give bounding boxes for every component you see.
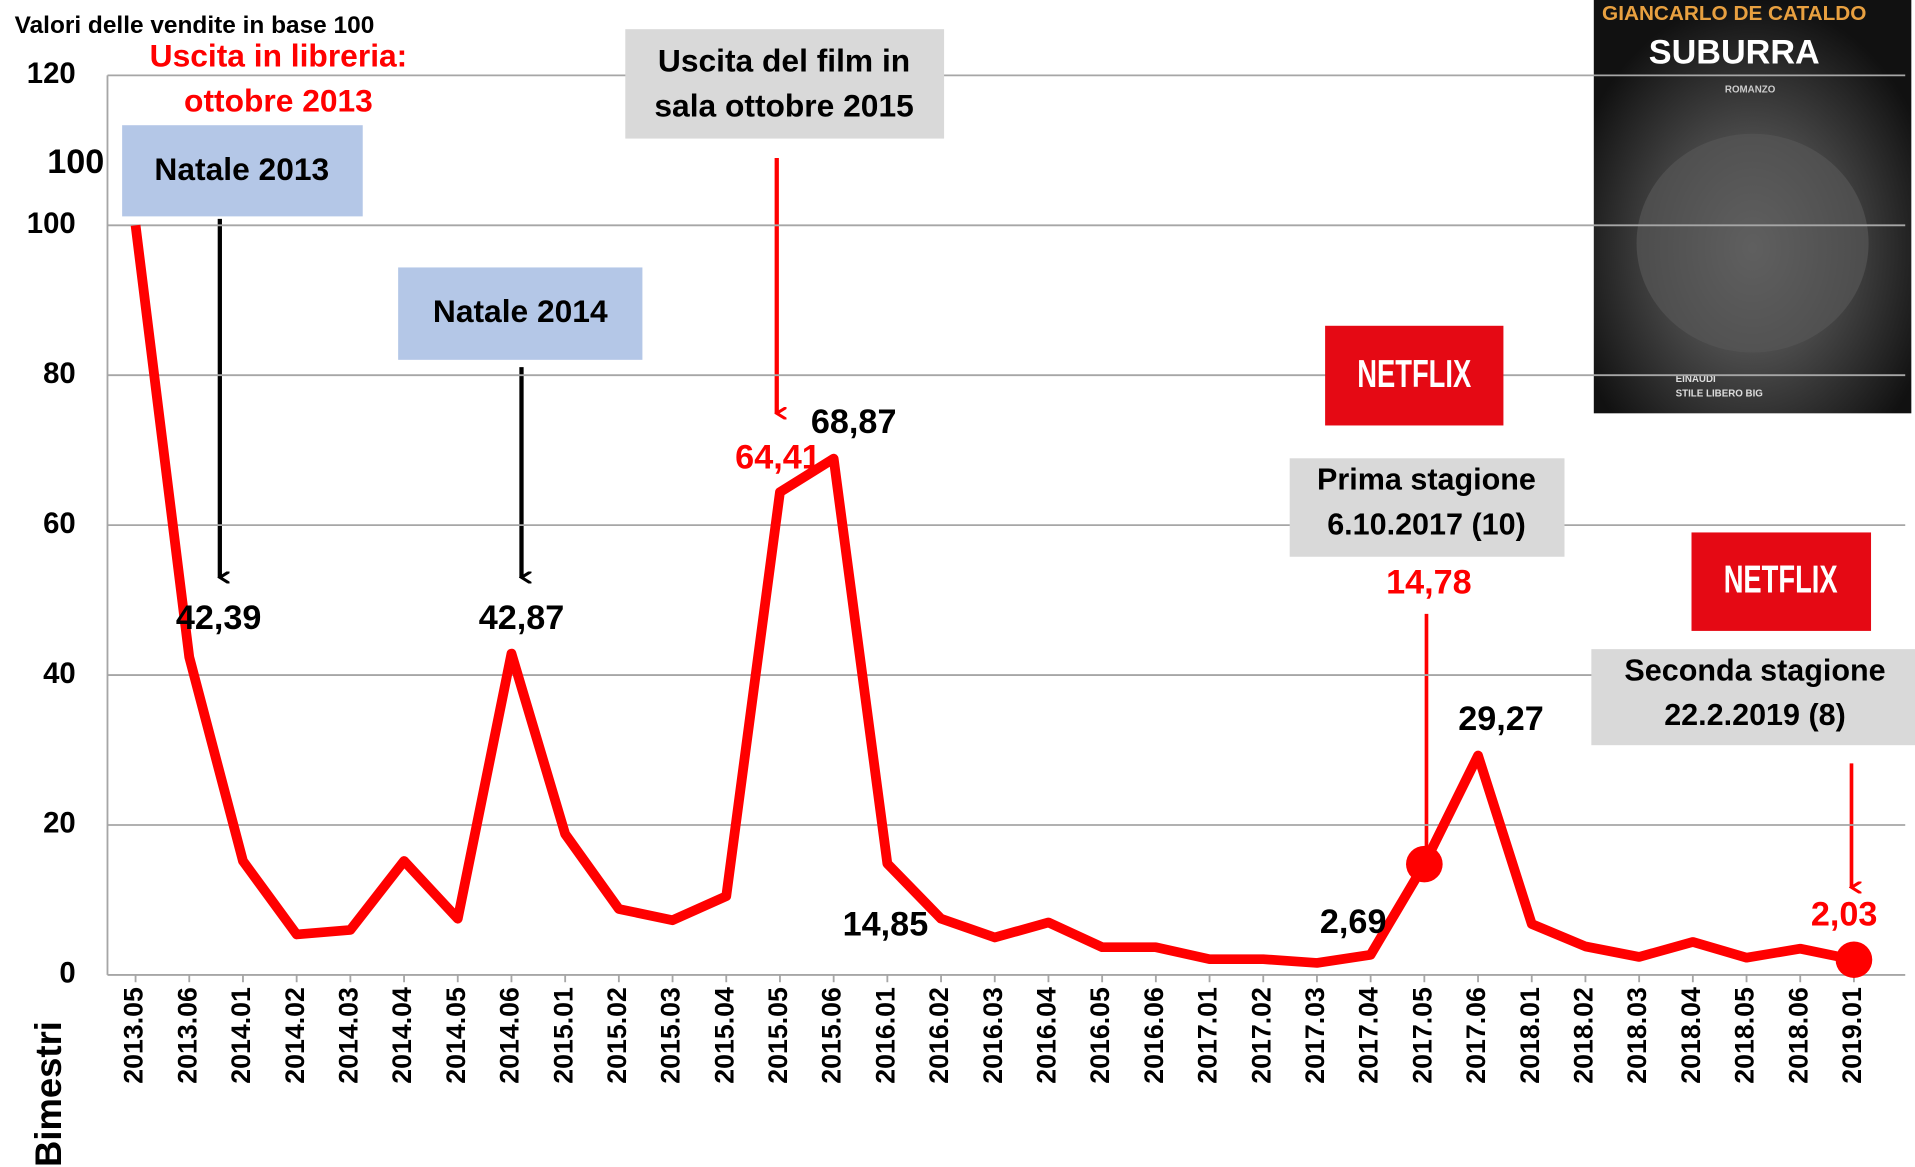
y-tick-label: 80 xyxy=(43,358,76,390)
data-label: 100 xyxy=(47,143,104,181)
x-tick-label: 2015.04 xyxy=(709,987,739,1084)
series-line xyxy=(130,224,1855,968)
annotation-box xyxy=(398,267,643,360)
x-axis-label: Bimestri xyxy=(28,1021,69,1167)
annotation-box xyxy=(1325,325,1504,426)
x-tick-label: 2017.04 xyxy=(1354,987,1384,1084)
x-tick-label: 2014.06 xyxy=(494,987,524,1084)
data-label: 64,41 xyxy=(735,439,821,477)
x-tick-label: 2017.03 xyxy=(1300,987,1330,1084)
annotation-text: Natale 2013 xyxy=(154,151,329,187)
annotation-box xyxy=(1691,532,1872,631)
annotation-text: Natale 2014 xyxy=(433,293,608,329)
x-tick-label: 2019.01 xyxy=(1837,987,1867,1084)
x-tick-label: 2018.03 xyxy=(1622,987,1652,1084)
point-marker xyxy=(1835,941,1873,978)
annotation-box xyxy=(1591,649,1915,746)
x-tick-label: 2016.02 xyxy=(924,987,954,1084)
annotation-text: Prima stagione xyxy=(1317,462,1536,496)
y-tick-label: 40 xyxy=(43,658,76,690)
x-tick-label: 2018.04 xyxy=(1676,987,1706,1084)
y-tick-label: 20 xyxy=(43,808,76,840)
x-tick-label: 2014.04 xyxy=(387,987,417,1084)
x-tick-label: 2018.05 xyxy=(1730,987,1760,1084)
x-tick-label: 2016.03 xyxy=(978,987,1008,1084)
data-label: 2,69 xyxy=(1320,903,1387,941)
data-label: 42,87 xyxy=(479,599,565,637)
x-tick-label: 2017.06 xyxy=(1461,987,1491,1084)
book-cover: GIANCARLO DE CATALDO SUBURRA ROMANZO EIN… xyxy=(1593,0,1912,414)
data-label: 2,03 xyxy=(1811,896,1878,934)
x-tick-label: 2015.02 xyxy=(602,987,632,1084)
x-tick-label: 2015.05 xyxy=(763,987,793,1084)
x-tick-label: 2014.03 xyxy=(333,987,363,1084)
annotation-text: NETFLIX xyxy=(1724,558,1838,602)
y-tick-label: 60 xyxy=(43,508,76,540)
x-tick-label: 2013.05 xyxy=(119,987,149,1084)
x-tick-label: 2014.02 xyxy=(280,987,310,1084)
x-tick-label: 2014.01 xyxy=(226,987,256,1084)
x-tick-label: 2013.06 xyxy=(172,987,202,1084)
annotation-text: Uscita in libreria: xyxy=(150,38,408,74)
annotation-text: Seconda stagione xyxy=(1624,653,1885,687)
annotation-text: Uscita del film in xyxy=(658,43,910,79)
data-label: 14,78 xyxy=(1386,564,1472,602)
data-label: 68,87 xyxy=(811,403,897,441)
x-tick-label: 2018.06 xyxy=(1783,987,1813,1084)
x-tick-label: 2015.01 xyxy=(548,987,578,1084)
x-tick-label: 2016.06 xyxy=(1139,987,1169,1084)
annotation-text: sala ottobre 2015 xyxy=(654,88,913,124)
x-tick-label: 2015.03 xyxy=(656,987,686,1084)
point-marker xyxy=(1406,845,1443,883)
data-label: 29,27 xyxy=(1458,700,1544,738)
cover-author: GIANCARLO DE CATALDO xyxy=(1602,2,1866,25)
x-tick-label: 2017.05 xyxy=(1407,987,1437,1084)
y-tick-label: 100 xyxy=(27,208,76,240)
x-tick-label: 2017.01 xyxy=(1193,987,1223,1084)
x-tick-label: 2017.02 xyxy=(1246,987,1276,1084)
x-tick-label: 2018.01 xyxy=(1515,987,1545,1084)
data-label: 42,39 xyxy=(176,599,262,637)
annotation-text: 22.2.2019 (8) xyxy=(1664,698,1846,732)
cover-genre: ROMANZO xyxy=(1725,85,1776,96)
annotation-text: ottobre 2013 xyxy=(184,83,373,119)
y-tick-label: 0 xyxy=(59,958,75,990)
annotation-box xyxy=(122,125,363,217)
cover-title: SUBURRA xyxy=(1649,34,1820,72)
annotation-box xyxy=(1289,458,1565,557)
x-tick-label: 2018.02 xyxy=(1568,987,1598,1084)
cover-series: STILE LIBERO BIG xyxy=(1676,388,1763,399)
x-tick-label: 2015.06 xyxy=(817,987,847,1084)
x-tick-label: 2016.01 xyxy=(870,987,900,1084)
annotation-text: 6.10.2017 (10) xyxy=(1327,507,1526,541)
cover-sculpture xyxy=(1636,133,1869,353)
data-label: 14,85 xyxy=(843,905,929,943)
annotation-text: NETFLIX xyxy=(1357,352,1471,396)
cover-publisher: EINAUDI xyxy=(1676,374,1716,385)
y-tick-label: 120 xyxy=(27,58,76,90)
x-tick-label: 2016.05 xyxy=(1085,987,1115,1084)
y-axis-title: Valori delle vendite in base 100 xyxy=(15,12,375,39)
x-tick-label: 2014.05 xyxy=(441,987,471,1084)
annotation-box xyxy=(625,29,945,139)
x-tick-label: 2016.04 xyxy=(1031,987,1061,1084)
